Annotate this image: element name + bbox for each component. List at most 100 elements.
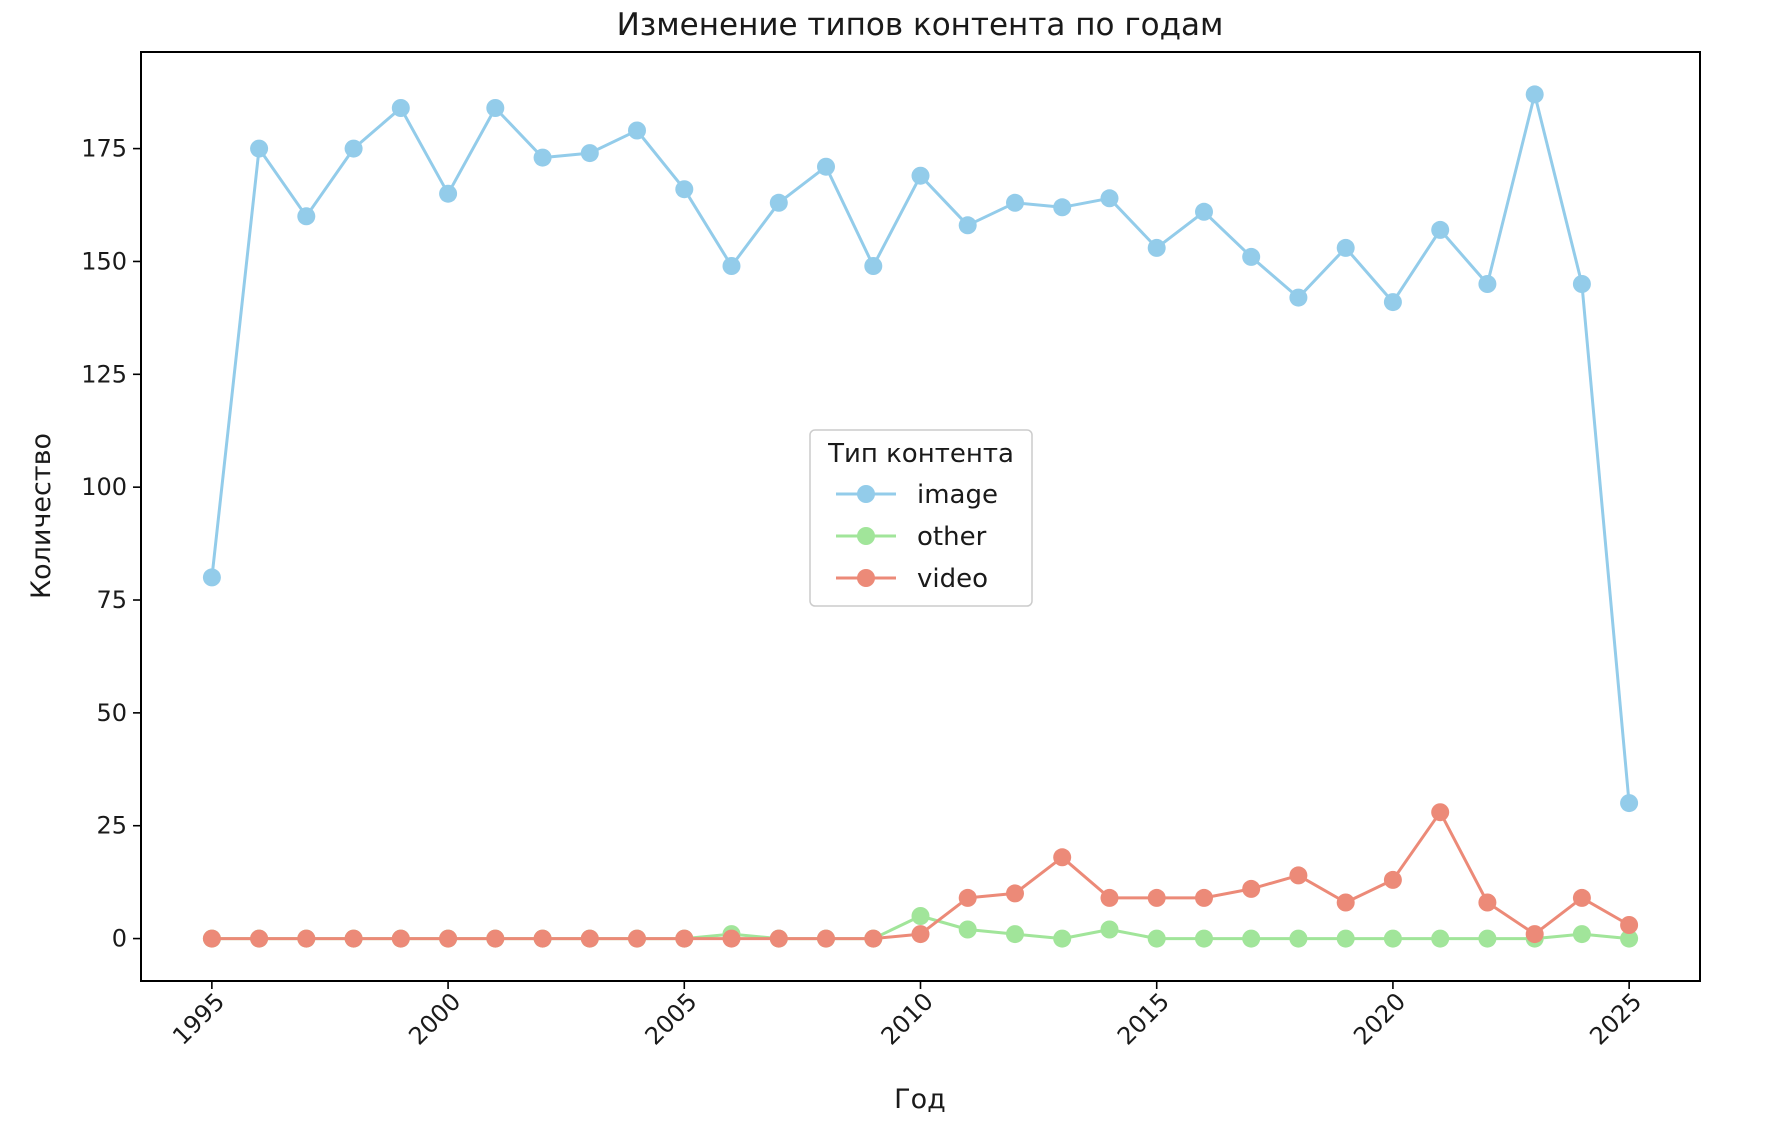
legend-marker	[857, 485, 875, 503]
data-point-image	[1431, 220, 1450, 239]
data-point-video	[1383, 870, 1402, 889]
data-point-other	[1336, 929, 1355, 948]
y-tick-label: 150	[81, 247, 127, 275]
x-axis: 1995 2000 2005 2010 2015 2020 2025	[167, 981, 1647, 1050]
data-point-image	[439, 184, 458, 203]
data-point-other	[1100, 920, 1119, 939]
data-point-video	[250, 929, 269, 948]
data-point-video	[297, 929, 316, 948]
data-point-other	[1431, 929, 1450, 948]
y-tick-label: 125	[81, 360, 127, 388]
x-tick-label: 2015	[1112, 987, 1175, 1050]
data-point-video	[1478, 893, 1497, 912]
series-video	[202, 803, 1639, 948]
legend: Тип контента image other video	[809, 429, 1033, 607]
data-point-other	[1242, 929, 1261, 948]
data-point-video	[439, 929, 458, 948]
data-point-video	[486, 929, 505, 948]
data-point-video	[344, 929, 363, 948]
y-tick-label: 0	[112, 925, 127, 953]
data-point-other	[958, 920, 977, 939]
data-point-image	[297, 207, 316, 226]
data-point-video	[391, 929, 410, 948]
series-layer	[202, 85, 1639, 948]
y-axis: 0 25 50 75 100 125 150 175	[81, 135, 141, 953]
data-point-image	[722, 257, 741, 275]
data-point-other	[911, 907, 930, 925]
data-point-image	[864, 257, 883, 275]
data-point-video	[675, 929, 694, 948]
data-point-video	[1147, 888, 1166, 907]
data-point-video	[911, 925, 930, 944]
data-point-video	[580, 929, 599, 948]
x-axis-label: Год	[894, 1084, 946, 1115]
data-point-video	[1006, 884, 1024, 903]
data-point-image	[1147, 238, 1166, 257]
data-point-video	[1242, 879, 1261, 898]
data-point-image	[250, 139, 269, 158]
y-tick-label: 100	[81, 473, 127, 501]
data-point-other	[1053, 929, 1072, 948]
y-tick-label: 75	[96, 586, 127, 614]
legend-box	[809, 429, 1033, 607]
data-point-video	[769, 929, 788, 948]
legend-marker	[857, 527, 875, 545]
legend-marker	[857, 569, 875, 587]
data-point-image	[1525, 85, 1544, 104]
data-point-other	[1478, 929, 1497, 948]
data-point-other	[1195, 929, 1213, 948]
data-point-image	[1336, 238, 1355, 257]
data-point-image	[675, 180, 694, 199]
data-point-video	[1620, 916, 1639, 934]
data-point-video	[1289, 866, 1308, 885]
data-point-image	[1383, 293, 1402, 312]
series-image	[202, 85, 1639, 813]
data-point-video	[1431, 803, 1450, 822]
data-point-video	[817, 929, 835, 948]
data-point-other	[1620, 929, 1639, 948]
x-tick-label: 2020	[1348, 987, 1411, 1050]
data-point-video	[628, 929, 646, 948]
legend-item-other: other	[836, 522, 987, 552]
data-point-other	[1383, 929, 1402, 948]
y-axis-label: Количество	[26, 433, 57, 599]
chart-title: Изменение типов контента по годам	[617, 7, 1224, 43]
data-point-image	[628, 121, 646, 140]
data-point-image	[1620, 794, 1639, 813]
legend-label-video: video	[917, 564, 988, 594]
data-point-video	[1100, 888, 1119, 907]
data-point-image	[580, 144, 599, 163]
data-point-image	[533, 148, 552, 167]
data-point-video	[958, 888, 977, 907]
data-point-image	[1478, 275, 1497, 293]
data-point-other	[1147, 929, 1166, 948]
data-point-video	[202, 929, 221, 948]
data-point-image	[1100, 189, 1119, 208]
legend-label-image: image	[917, 480, 998, 510]
plot-area	[140, 51, 1701, 982]
data-point-image	[769, 193, 788, 212]
data-point-image	[1053, 198, 1072, 217]
legend-label-other: other	[917, 522, 987, 552]
data-point-image	[817, 157, 835, 176]
data-point-video	[1336, 893, 1355, 912]
data-point-image	[202, 568, 221, 587]
data-point-video	[1053, 848, 1072, 867]
data-point-video	[1572, 888, 1591, 907]
data-point-image	[1195, 202, 1213, 221]
y-tick-label: 175	[81, 135, 127, 163]
x-tick-label: 1995	[167, 987, 230, 1050]
legend-item-image: image	[836, 480, 998, 510]
data-point-image	[958, 216, 977, 235]
data-point-image	[1242, 247, 1261, 266]
data-point-image	[486, 99, 505, 117]
data-point-image	[1006, 193, 1024, 212]
data-point-image	[1289, 288, 1308, 307]
y-tick-label: 25	[96, 812, 127, 840]
data-point-image	[1572, 275, 1591, 293]
legend-item-video: video	[836, 564, 988, 594]
data-point-other	[1006, 925, 1024, 944]
data-point-video	[1525, 925, 1544, 944]
data-point-image	[344, 139, 363, 158]
